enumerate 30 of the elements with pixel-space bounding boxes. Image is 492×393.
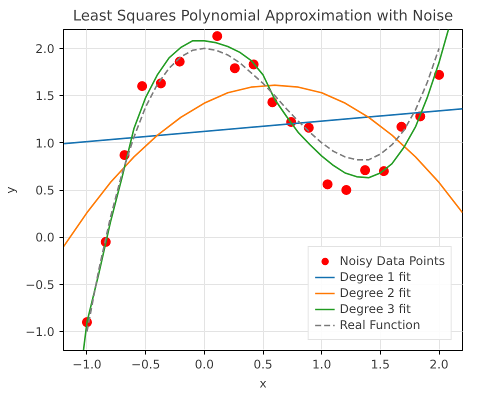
y-tick-label: −1.0 [25,325,54,340]
chart-title: Least Squares Polynomial Approximation with Noise [72,8,454,24]
legend-label: Degree 1 fit [340,269,411,285]
x-tick-label: 2.0 [429,358,449,372]
y-tick-label: −0.5 [25,278,54,292]
y-tick-label: 1.5 [35,89,55,104]
legend-label: Noisy Data Points [340,253,445,269]
point [230,63,240,74]
point [322,179,333,190]
x-tick-label: −1.0 [72,358,102,372]
legend-label: Degree 2 fit [340,285,411,301]
x-tick-label: 1.0 [312,358,332,372]
line-series [64,84,462,248]
y-tick-label: 1.0 [35,136,55,150]
point [212,31,222,42]
x-tick-label: 0.5 [253,358,273,372]
y-tick-label: 2.0 [35,42,55,56]
y-tick-label: 0.0 [35,230,55,245]
point [137,81,148,92]
y-tick-label: 0.5 [35,184,55,198]
x-tick-label: 0.0 [194,358,214,372]
legend-label: Real Function [340,317,420,333]
x-axis-title: x [259,376,267,390]
x-tick-label: 1.5 [370,358,390,372]
point [396,122,406,132]
x-tick-label: −0.5 [131,358,160,372]
legend-label: Degree 3 fit [340,301,411,317]
point [360,165,370,176]
point [341,185,352,195]
y-axis-title: y [3,186,18,194]
